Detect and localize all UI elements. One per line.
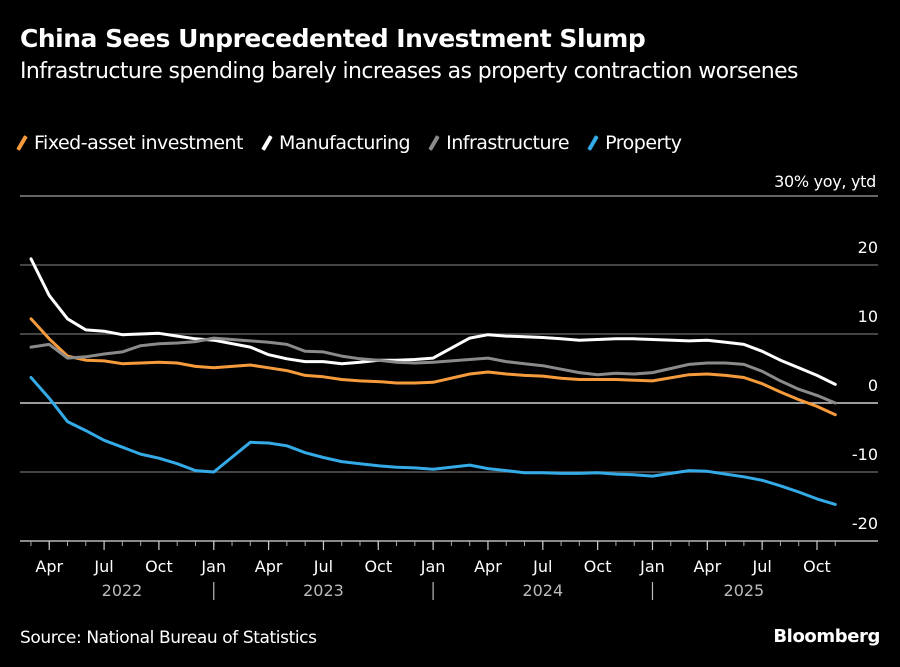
x-year-label: 2025	[724, 581, 765, 600]
x-tick-label: Oct	[803, 557, 831, 576]
legend-label: Property	[605, 132, 682, 154]
legend-item-property: Property	[587, 132, 682, 154]
series-line-infrastructure	[29, 336, 837, 405]
legend-label: Fixed-asset investment	[34, 132, 244, 154]
x-tick-label: Oct	[145, 557, 173, 576]
y-tick-label: 0	[868, 376, 878, 395]
x-year-label: 2022	[102, 581, 143, 600]
legend-label: Manufacturing	[279, 132, 411, 154]
y-tick-label: 20	[858, 238, 878, 257]
series-line-manufacturing	[29, 257, 837, 386]
x-tick-label: Oct	[364, 557, 392, 576]
x-tick-label: Jan	[200, 557, 226, 576]
legend-item-fixed-asset-investment: Fixed-asset investment	[16, 132, 244, 154]
x-year-label: 2023	[303, 581, 344, 600]
bloomberg-logo: Bloomberg	[773, 626, 880, 647]
y-tick-label: 10	[858, 307, 878, 326]
x-tick-label: Apr	[255, 557, 283, 576]
chart-title: China Sees Unprecedented Investment Slum…	[20, 24, 646, 53]
x-tick-label: Apr	[474, 557, 502, 576]
x-tick-label: Jan	[420, 557, 446, 576]
x-tick-label: Oct	[584, 557, 612, 576]
y-axis-unit-label: 30% yoy, ytd	[774, 172, 876, 191]
x-tick-label: Jul	[752, 557, 772, 576]
legend: Fixed-asset investment Manufacturing Inf…	[16, 132, 682, 154]
series-line-property	[29, 376, 837, 506]
source-note: Source: National Bureau of Statistics	[20, 628, 317, 648]
y-tick-label: -10	[852, 445, 878, 464]
x-year-label: 2024	[522, 581, 563, 600]
x-tick-label: Jan	[639, 557, 665, 576]
legend-item-infrastructure: Infrastructure	[428, 132, 570, 154]
legend-label: Infrastructure	[446, 132, 570, 154]
y-tick-label: -20	[852, 514, 878, 533]
x-tick-label: Apr	[693, 557, 721, 576]
x-tick-label: Jul	[532, 557, 552, 576]
series-line-fixed-asset-investment	[29, 317, 837, 417]
legend-item-manufacturing: Manufacturing	[261, 132, 411, 154]
x-tick-label: Jul	[313, 557, 333, 576]
x-tick-label: Apr	[35, 557, 63, 576]
x-tick-label: Jul	[93, 557, 113, 576]
chart-subtitle: Infrastructure spending barely increases…	[20, 59, 799, 84]
